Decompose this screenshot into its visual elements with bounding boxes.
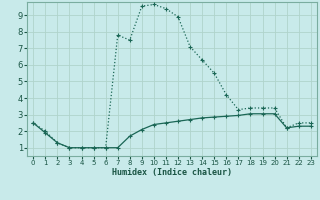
X-axis label: Humidex (Indice chaleur): Humidex (Indice chaleur)	[112, 168, 232, 177]
